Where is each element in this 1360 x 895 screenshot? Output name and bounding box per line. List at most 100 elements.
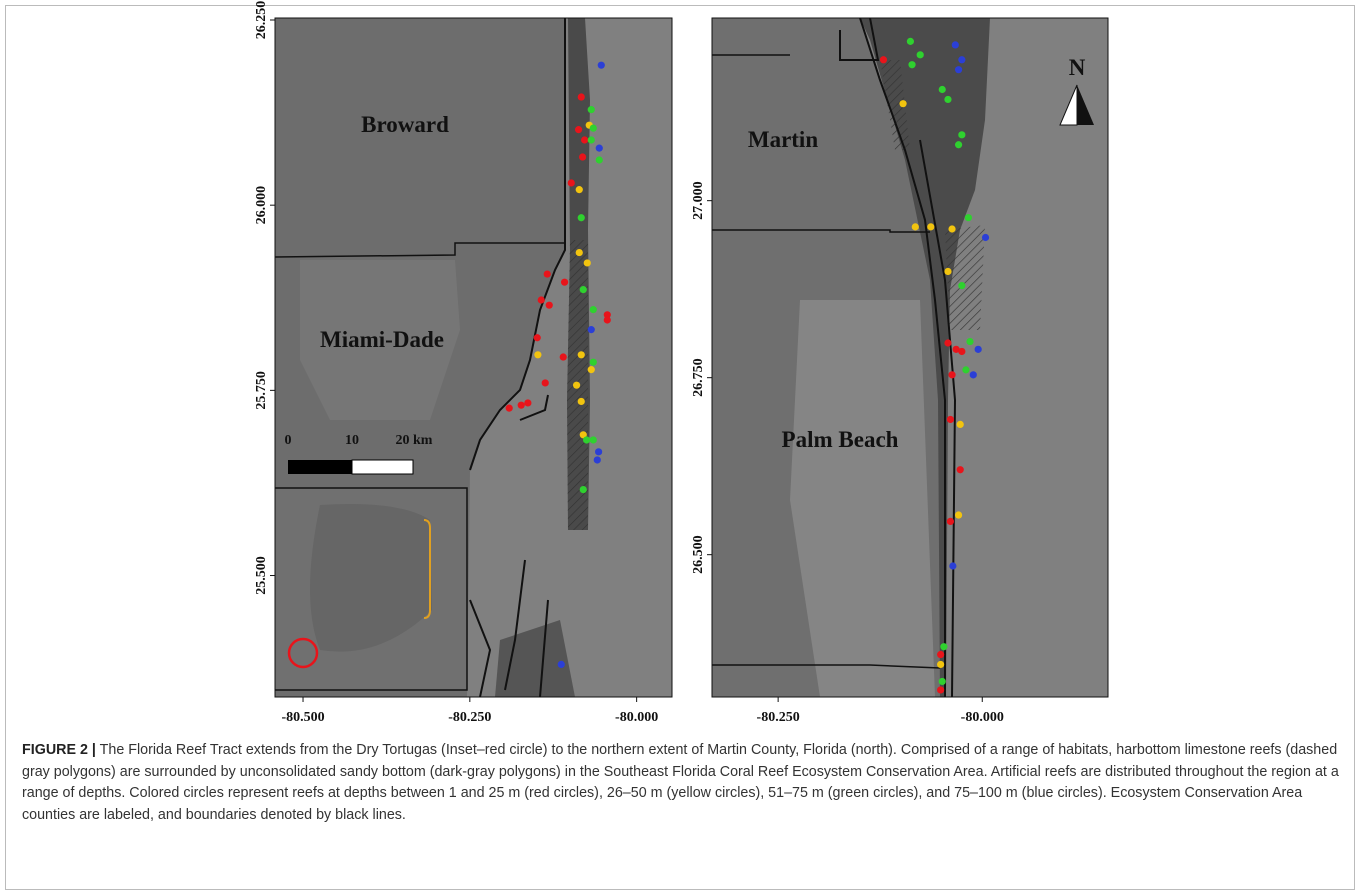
reef-point (946, 415, 955, 424)
reef-point (589, 124, 597, 132)
map-figure: Broward Miami-Dade Martin Palm Beach 0 1… (254, 1, 1109, 725)
caption-label: FIGURE 2 | (22, 742, 96, 758)
reef-point (956, 466, 964, 474)
x-tick-label: -80.000 (961, 710, 1004, 725)
reef-point (981, 233, 990, 242)
reef-point (954, 511, 963, 519)
reef-point (587, 326, 595, 334)
x-tick-label: -80.250 (448, 710, 491, 725)
reef-point (906, 37, 915, 45)
reef-point (937, 660, 945, 669)
reef-point (958, 282, 966, 290)
reef-points (505, 61, 611, 669)
scale-label: 10 (345, 433, 359, 448)
reef-point (583, 259, 591, 267)
caption-text: The Florida Reef Tract extends from the … (22, 742, 1339, 823)
reef-point (560, 278, 569, 286)
y-tick-label: 26.000 (254, 186, 269, 225)
y-tick-label: 26.500 (691, 535, 706, 574)
reef-point (579, 486, 587, 494)
x-tick-label: -80.000 (615, 710, 658, 725)
county-label: Martin (748, 127, 818, 152)
reef-point (958, 347, 966, 356)
right-map (712, 18, 1108, 697)
reef-point (974, 345, 982, 353)
x-tick-label: -80.250 (757, 710, 800, 725)
reef-point (533, 334, 541, 342)
county-label: Broward (361, 112, 449, 137)
reef-point (595, 448, 603, 456)
reef-point (505, 404, 513, 412)
reef-point (938, 677, 946, 686)
right-frame (711, 17, 1109, 698)
reef-point (958, 56, 966, 64)
reef-point (543, 270, 551, 278)
reef-point (603, 311, 611, 319)
reef-point (937, 686, 945, 694)
reef-point (899, 100, 907, 108)
reef-point (545, 301, 553, 309)
reef-point (587, 366, 595, 374)
county-label: Palm Beach (782, 427, 899, 452)
reef-point (559, 353, 567, 361)
reef-point (938, 85, 946, 94)
reef-point (948, 225, 956, 233)
y-tick-label: 27.000 (691, 181, 706, 220)
county-label: Miami-Dade (320, 327, 444, 352)
left-frame (274, 17, 673, 698)
reef-point (541, 379, 549, 387)
reef-point (574, 126, 583, 134)
reef-point (958, 131, 966, 139)
reef-point (595, 144, 603, 152)
caption: FIGURE 2 | The Florida Reef Tract extend… (22, 740, 1342, 826)
reef-point (578, 153, 587, 161)
y-tick-label: 26.750 (691, 358, 706, 397)
reef-point (579, 431, 587, 439)
reef-point (580, 136, 589, 144)
reef-point (946, 517, 955, 526)
reef-point (948, 371, 956, 379)
reef-point (534, 351, 542, 359)
reef-point (575, 248, 583, 257)
reef-point (964, 214, 972, 222)
reef-point (911, 223, 919, 231)
reef-point (944, 339, 952, 347)
reef-point (577, 214, 585, 222)
reef-point (937, 650, 945, 659)
reef-point (589, 358, 597, 366)
reef-point (956, 420, 964, 429)
reef-point (952, 345, 960, 353)
north-label: N (1069, 55, 1086, 80)
reef-point (575, 186, 583, 194)
reef-point (537, 296, 545, 304)
reef-point (587, 136, 595, 144)
reef-points (879, 37, 990, 694)
reef-point (577, 397, 585, 406)
reef-point (962, 366, 970, 374)
reef-point (577, 93, 585, 101)
reef-point (595, 156, 603, 164)
reef-point (954, 141, 963, 149)
reef-point (954, 66, 963, 74)
y-tick-label: 25.500 (254, 556, 269, 595)
reef-point (587, 106, 595, 114)
reef-point (517, 401, 525, 409)
reef-point (916, 51, 924, 59)
reef-point (951, 41, 959, 49)
reef-point (567, 179, 575, 187)
reef-point (524, 399, 532, 407)
reef-point (593, 456, 601, 464)
scale-label: 0 (285, 433, 292, 448)
reef-point (944, 95, 952, 104)
reef-point (579, 286, 587, 294)
reef-point (908, 61, 916, 69)
y-tick-label: 25.750 (254, 371, 269, 410)
reef-point (927, 223, 935, 231)
reef-point (969, 371, 977, 379)
reef-point (582, 436, 591, 444)
scale-label: 20 km (396, 433, 433, 448)
reef-point (572, 381, 581, 389)
reef-point (940, 643, 948, 651)
figure-frame (5, 5, 1355, 890)
reef-point (949, 562, 957, 570)
